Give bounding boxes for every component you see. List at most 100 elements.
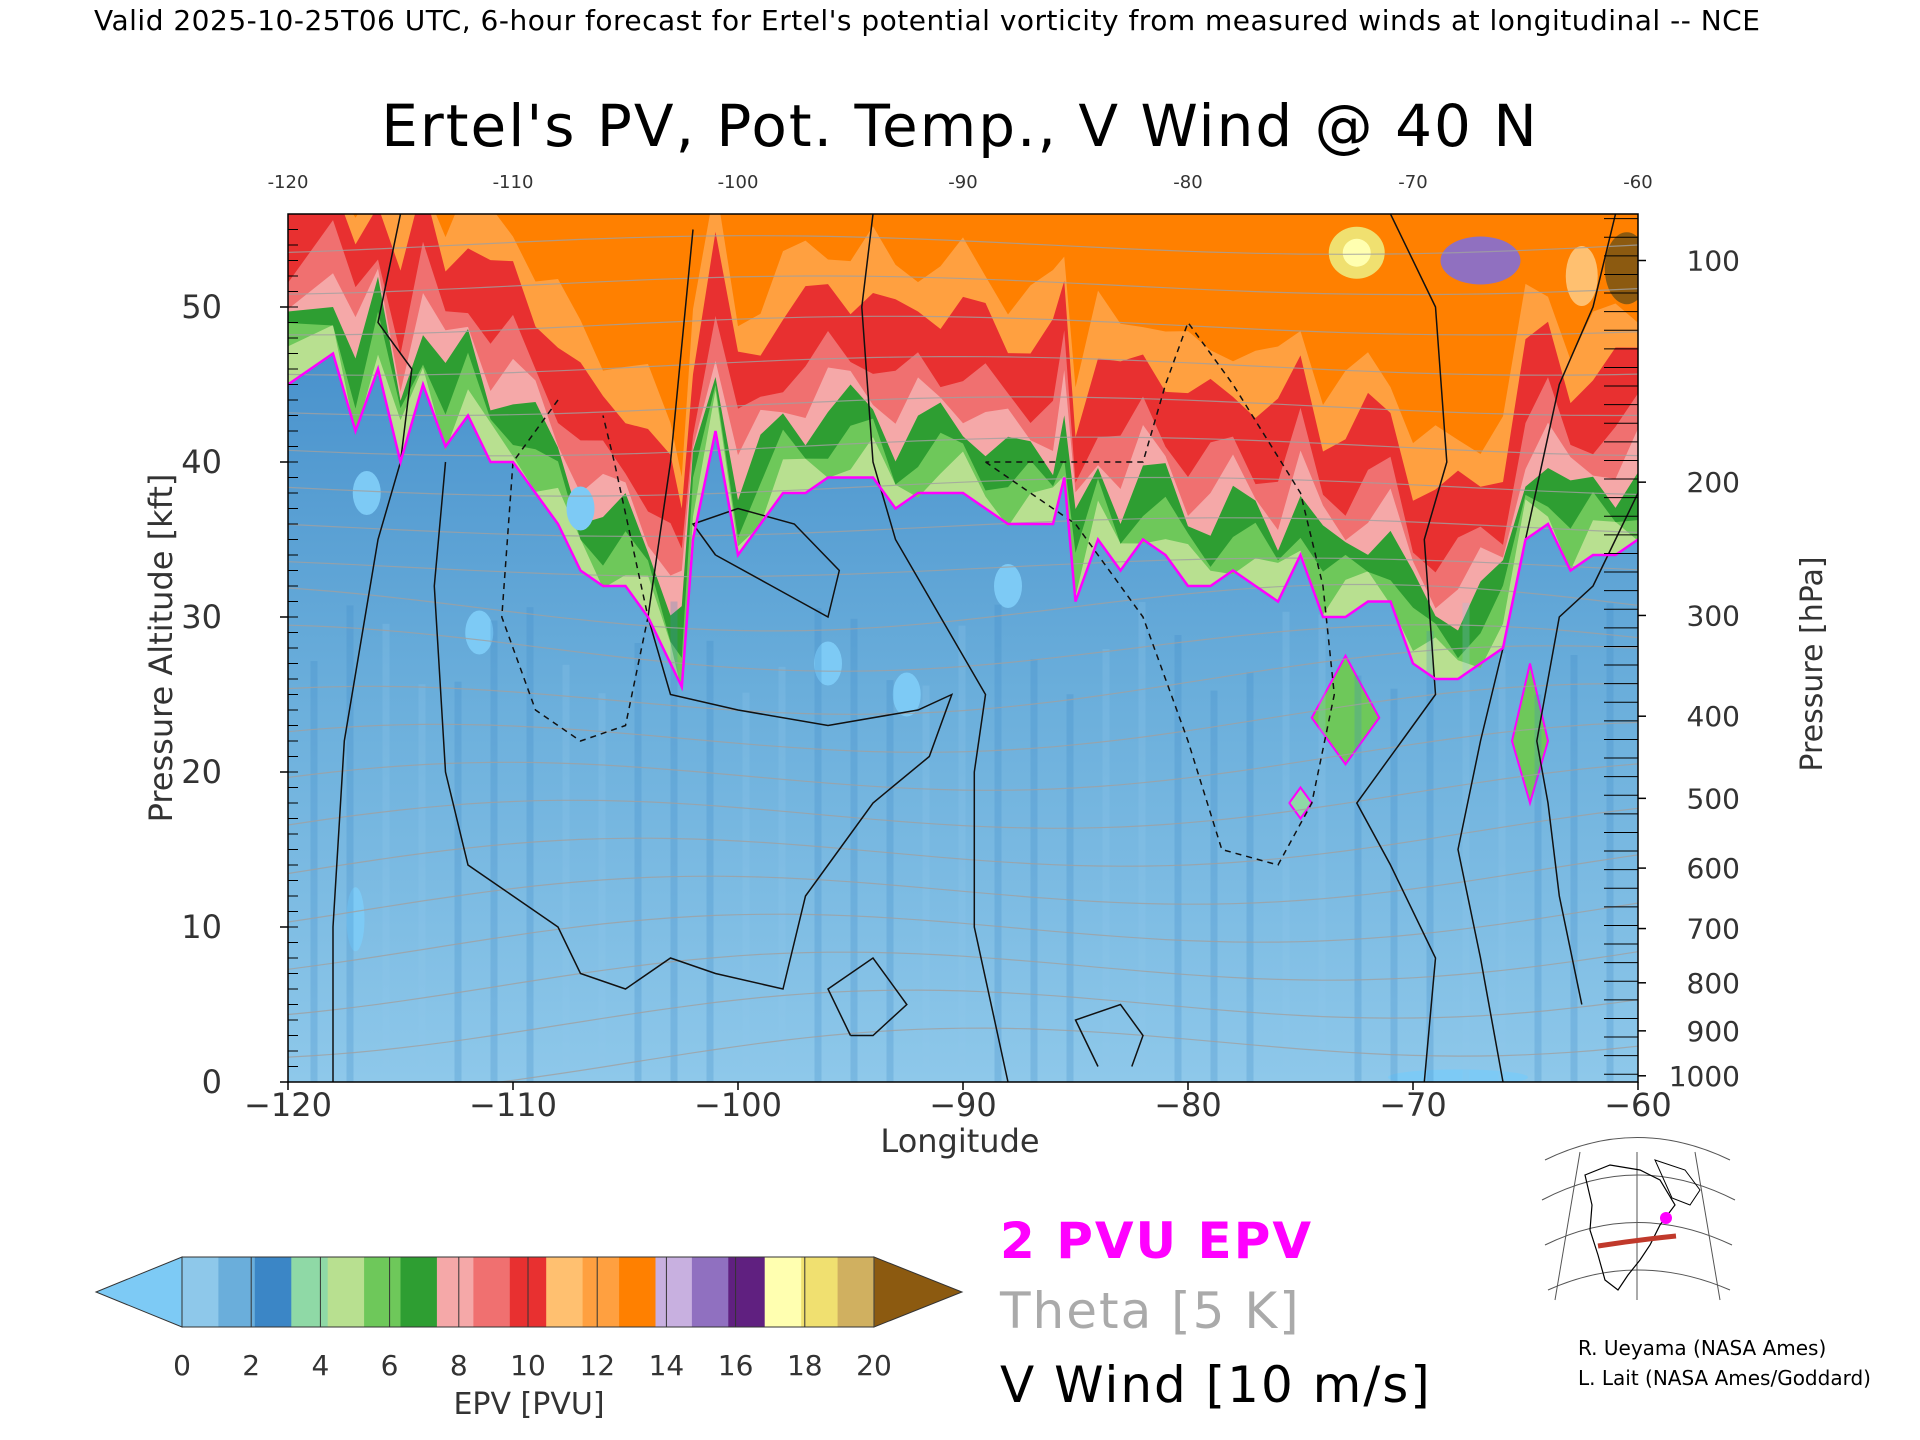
colorbar-tick-label: 18 bbox=[787, 1349, 823, 1382]
epv-streak bbox=[598, 693, 606, 1082]
x-tick-label: −120 bbox=[244, 1086, 332, 1124]
epv-streak bbox=[1534, 694, 1542, 1082]
pressure-tick-label: 500 bbox=[1687, 782, 1740, 815]
v-wind-contour-neg10 bbox=[501, 399, 649, 742]
epv-streak bbox=[418, 684, 426, 1082]
colorbar-swatch bbox=[182, 1257, 219, 1327]
pressure-tick-label: 100 bbox=[1687, 245, 1740, 278]
locator-map bbox=[1538, 1137, 1736, 1301]
epv-patch bbox=[1440, 236, 1521, 285]
theta-isentrope bbox=[288, 989, 1638, 1058]
epv-streak bbox=[382, 623, 390, 1082]
epv-streak bbox=[1606, 603, 1614, 1082]
theta-isentrope bbox=[288, 356, 1638, 376]
epv-low-patch bbox=[994, 564, 1022, 608]
credit-line-1: R. Ueyama (NASA Ames) bbox=[1578, 1336, 1827, 1360]
colorbar-under-arrow bbox=[94, 1256, 183, 1328]
v-wind-contour-30 bbox=[1536, 492, 1638, 1005]
colorbar-label: EPV [PVU] bbox=[453, 1387, 604, 1422]
colorbar-swatch bbox=[364, 1257, 402, 1327]
epv-streak bbox=[886, 680, 894, 1082]
x-tick-label: −60 bbox=[1604, 1086, 1672, 1124]
epv-streak bbox=[706, 640, 714, 1082]
theta-isentrope bbox=[288, 436, 1638, 457]
epv-streak bbox=[922, 685, 930, 1082]
y-tick-label: 0 bbox=[202, 1063, 222, 1101]
colorbar-tick-label: 0 bbox=[173, 1349, 191, 1382]
x-top-tick-label: -70 bbox=[1398, 172, 1427, 193]
colorbar-swatch bbox=[400, 1257, 438, 1327]
theta-isentrope bbox=[288, 683, 1638, 753]
colorbar-tick-label: 4 bbox=[311, 1349, 329, 1382]
y-tick-label: 20 bbox=[181, 753, 222, 791]
pressure-tick-label: 700 bbox=[1687, 913, 1740, 946]
epv-streak bbox=[814, 608, 822, 1082]
legend-theta: Theta [5 K] bbox=[1000, 1282, 1301, 1340]
x-axis-label: Longitude bbox=[880, 1122, 1039, 1160]
epv-streak bbox=[634, 642, 642, 1082]
epv-streak bbox=[1570, 655, 1578, 1082]
pressure-tick-label: 800 bbox=[1687, 967, 1740, 1000]
y-tick-label: 50 bbox=[181, 288, 222, 326]
v-wind-contour-neg10 bbox=[985, 320, 1336, 866]
colorbar-tick-label: 16 bbox=[718, 1349, 754, 1382]
epv-streak bbox=[526, 607, 534, 1082]
x-top-tick-label: -120 bbox=[268, 172, 309, 193]
y-tick-label: 40 bbox=[181, 443, 222, 481]
v-wind-contour-0 bbox=[861, 214, 1009, 1082]
colorbar-swatch bbox=[619, 1257, 657, 1327]
epv-streak bbox=[1426, 631, 1434, 1082]
colorbar: 0 2 4 6 8 10 12 14 16 18 20 bbox=[94, 1256, 964, 1382]
epv-low-patch bbox=[1388, 1069, 1528, 1082]
theta-isentrope bbox=[288, 721, 1638, 791]
theta-isentrope bbox=[288, 315, 1638, 336]
legend-v-wind: V Wind [10 m/s] bbox=[1000, 1356, 1432, 1414]
epv-low-patch bbox=[465, 610, 494, 655]
theta-isentrope bbox=[495, 1027, 1638, 1082]
v-wind-contour-neg10 bbox=[1074, 1003, 1144, 1067]
epv-streak bbox=[850, 618, 858, 1082]
colorbar-swatch bbox=[728, 1257, 766, 1327]
theta-isentrope bbox=[288, 624, 1638, 672]
colorbar-swatch bbox=[582, 1257, 620, 1327]
epv-streak bbox=[670, 601, 678, 1082]
colorbar-over-arrow bbox=[873, 1256, 964, 1328]
epv-patch bbox=[1342, 238, 1371, 267]
valid-time-header: Valid 2025-10-25T06 UTC, 6-hour forecast… bbox=[94, 4, 1761, 37]
epv-streak bbox=[958, 625, 966, 1082]
credit-line-2: L. Lait (NASA Ames/Goddard) bbox=[1578, 1366, 1871, 1390]
epv-streak bbox=[562, 664, 570, 1082]
pressure-tick-label: 300 bbox=[1687, 599, 1740, 632]
colorbar-tick-label: 10 bbox=[510, 1349, 546, 1382]
colorbar-swatch bbox=[254, 1257, 292, 1327]
x-top-tick-label: -80 bbox=[1173, 172, 1202, 193]
theta-isentrope bbox=[288, 951, 1638, 1016]
chart-title: Ertel's PV, Pot. Temp., V Wind @ 40 N bbox=[381, 92, 1539, 160]
colorbar-tick-label: 14 bbox=[649, 1349, 685, 1382]
epv-streak bbox=[454, 681, 462, 1082]
pressure-tick-label: 600 bbox=[1687, 852, 1740, 885]
epv-streak bbox=[1462, 602, 1470, 1082]
colorbar-swatch bbox=[291, 1257, 329, 1327]
epv-streak bbox=[1138, 602, 1146, 1082]
theta-isentrope bbox=[288, 396, 1638, 417]
epv-low-patch bbox=[346, 887, 365, 952]
theta-isentrope bbox=[288, 583, 1638, 632]
legend-2pvu: 2 PVU EPV bbox=[1000, 1212, 1314, 1270]
x-top-tick-label: -60 bbox=[1623, 172, 1652, 193]
theta-isentrope bbox=[288, 275, 1638, 296]
x-tick-label: −90 bbox=[929, 1086, 997, 1124]
epv-patch bbox=[1604, 232, 1638, 305]
colorbar-swatch bbox=[473, 1257, 511, 1327]
epv-streak bbox=[1498, 653, 1506, 1082]
epv-streak bbox=[1030, 659, 1038, 1082]
theta-isentrope bbox=[288, 235, 1638, 255]
epv-streak bbox=[1210, 690, 1218, 1082]
epv-streak bbox=[1390, 688, 1398, 1082]
v-wind-contour-10 bbox=[691, 507, 841, 619]
epv-low-patch bbox=[352, 471, 381, 515]
v-wind-contour-0 bbox=[1355, 214, 1448, 1082]
theta-isentrope bbox=[1210, 214, 1346, 215]
epv-patch bbox=[1565, 246, 1598, 306]
